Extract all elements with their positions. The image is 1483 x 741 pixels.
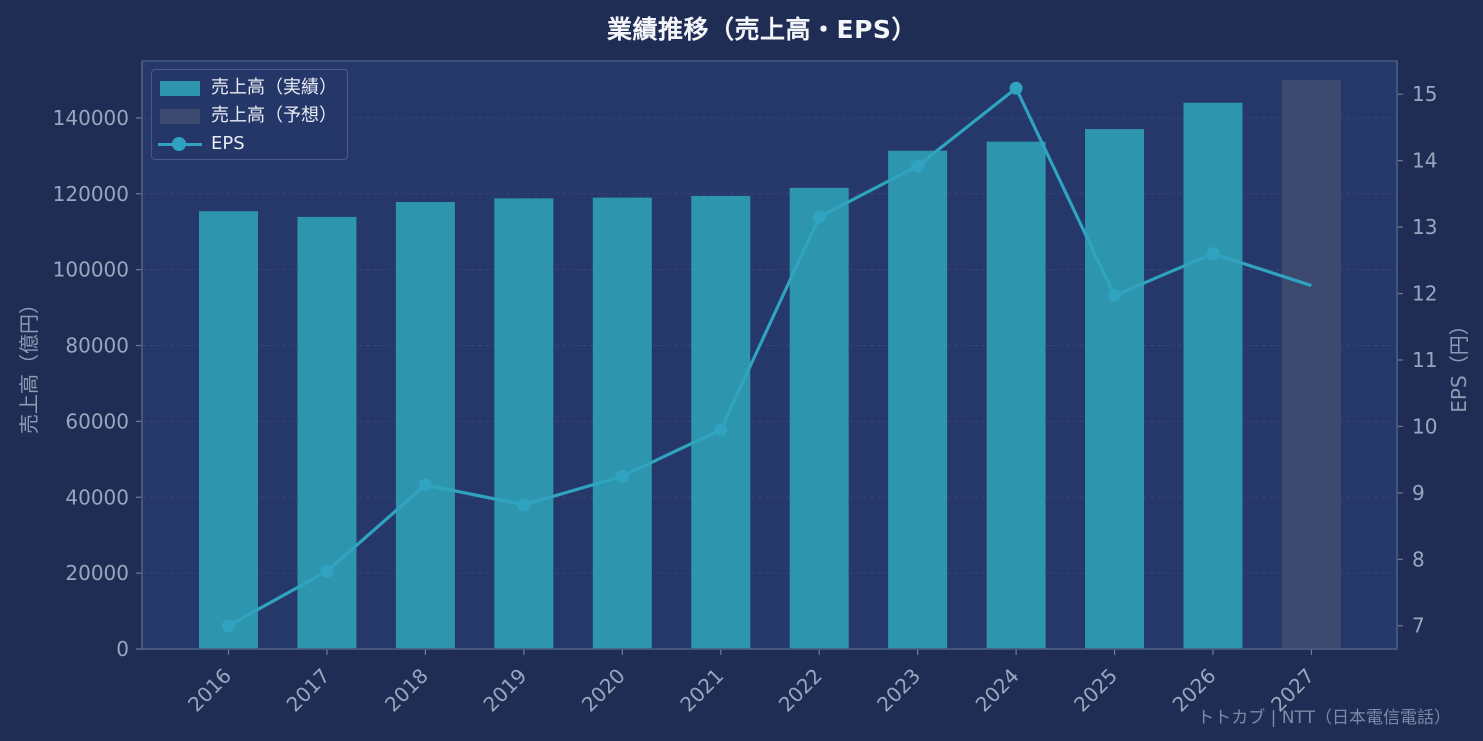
right-tick-label: 11 <box>1412 348 1437 372</box>
right-tick-label: 8 <box>1412 547 1425 571</box>
right-axis-label: EPS（円） <box>1447 315 1471 412</box>
x-tick-label: 2018 <box>380 664 433 717</box>
left-tick-label: 0 <box>116 637 129 661</box>
x-tick-label: 2021 <box>675 664 728 717</box>
chart-title: 業績推移（売上高・EPS） <box>607 15 917 44</box>
x-tick-label: 2017 <box>282 664 335 717</box>
x-tick-label: 2020 <box>577 664 630 717</box>
legend-swatch-forecast <box>160 109 200 124</box>
left-axis-label: 売上高（億円） <box>17 294 41 434</box>
left-tick-label: 40000 <box>65 485 129 509</box>
x-tick-label: 2016 <box>183 664 236 717</box>
bar-actual-2026 <box>1183 102 1243 650</box>
x-tick-label: 2025 <box>1069 664 1122 717</box>
legend-label-actual: 売上高（実績） <box>211 77 337 98</box>
left-tick-label: 120000 <box>53 182 129 206</box>
right-y-axis: 7 8 9 10 11 12 13 14 15 <box>1396 61 1437 649</box>
x-tick-label: 2022 <box>774 664 827 717</box>
right-tick-label: 12 <box>1412 282 1437 306</box>
eps-line <box>227 86 1312 628</box>
eps-point-2021 <box>714 423 728 437</box>
bar-actual-2018 <box>395 202 455 649</box>
x-tick-label: 2019 <box>478 664 531 717</box>
eps-point-2017 <box>320 564 334 578</box>
bar-series <box>199 79 1341 650</box>
bar-actual-2021 <box>691 195 751 650</box>
legend-label-forecast: 売上高（予想） <box>211 105 337 126</box>
x-tick-label: 2023 <box>872 664 925 717</box>
eps-point-2024 <box>1009 81 1023 95</box>
eps-point-2025 <box>1108 289 1122 303</box>
bar-actual-2024 <box>986 141 1046 649</box>
right-tick-label: 13 <box>1412 215 1437 239</box>
left-tick-label: 20000 <box>65 561 129 585</box>
legend: 売上高（実績） 売上高（予想） EPS <box>151 69 348 160</box>
legend-label-eps: EPS <box>211 133 245 154</box>
eps-point-2026 <box>1206 247 1220 261</box>
bar-forecast-2027 <box>1281 79 1341 649</box>
left-tick-label: 80000 <box>65 334 129 358</box>
right-tick-label: 9 <box>1412 481 1425 505</box>
x-tick-label: 2024 <box>971 664 1024 717</box>
left-tick-label: 140000 <box>53 106 129 130</box>
bar-actual-2025 <box>1085 129 1145 650</box>
eps-point-2020 <box>615 469 629 483</box>
left-tick-label: 60000 <box>65 409 129 433</box>
eps-point-2018 <box>418 478 432 492</box>
legend-swatch-actual <box>160 81 200 96</box>
eps-point-2016 <box>222 619 235 633</box>
right-tick-label: 14 <box>1412 149 1437 173</box>
bar-actual-2016 <box>199 211 258 649</box>
bar-actual-2023 <box>888 150 948 649</box>
right-tick-label: 10 <box>1412 414 1437 438</box>
legend-marker-eps <box>172 137 186 151</box>
left-y-axis: 0 20000 40000 60000 80000 100000 120000 140000 <box>53 61 143 661</box>
eps-line-series <box>222 81 1312 633</box>
bar-actual-2020 <box>592 197 652 649</box>
bar-actual-2022 <box>789 187 849 649</box>
right-tick-label: 7 <box>1412 614 1425 638</box>
eps-point-2023 <box>911 159 925 173</box>
eps-point-2019 <box>517 498 531 512</box>
watermark-text: トトカブ | NTT（日本電信電話） <box>1197 708 1451 728</box>
bar-actual-2019 <box>494 198 554 649</box>
left-tick-label: 100000 <box>53 258 129 282</box>
eps-point-2022 <box>812 210 826 224</box>
right-tick-label: 15 <box>1412 82 1437 106</box>
